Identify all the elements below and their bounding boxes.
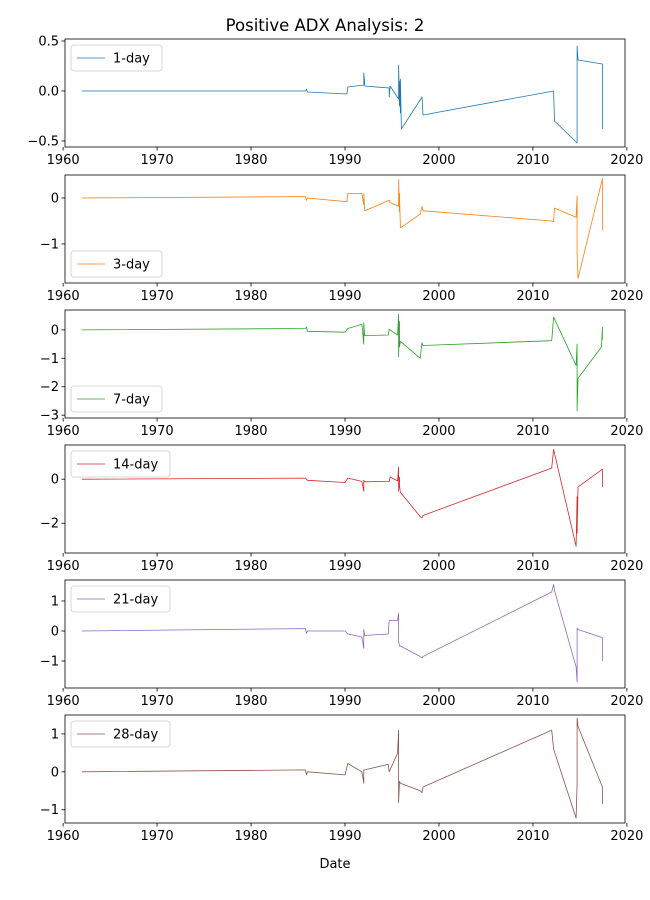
x-tick-label: 1980 <box>234 694 267 709</box>
legend-label: 7-day <box>113 393 150 408</box>
x-axis-label: Date <box>319 857 350 872</box>
y-tick-label: 1 <box>51 727 59 742</box>
legend: 14-day <box>70 450 171 478</box>
x-tick-label: 2010 <box>516 559 549 574</box>
legend: 3-day <box>70 250 163 278</box>
y-tick-label: −2 <box>40 380 59 395</box>
legend: 28-day <box>70 720 171 748</box>
x-tick-label: 2000 <box>422 424 455 439</box>
y-tick-label: −1 <box>40 237 59 252</box>
series-line-7-day <box>81 313 603 412</box>
y-tick-label: −0.5 <box>27 135 59 150</box>
series-line-28-day <box>81 717 603 819</box>
x-tick-label: 1980 <box>234 424 267 439</box>
x-tick-label: 1990 <box>328 694 361 709</box>
x-tick-label: 2010 <box>516 153 549 168</box>
legend-label: 21-day <box>113 593 158 608</box>
legend-label: 14-day <box>113 458 158 473</box>
x-tick-label: 1980 <box>234 289 267 304</box>
series-line-21-day <box>81 584 603 683</box>
x-tick-label: 1980 <box>234 559 267 574</box>
x-tick-label: 1960 <box>47 694 80 709</box>
y-tick-label: −1 <box>40 803 59 818</box>
legend: 7-day <box>70 385 163 413</box>
x-tick-label: 2020 <box>610 289 643 304</box>
x-tick-label: 2020 <box>610 559 643 574</box>
legend: 1-day <box>70 44 163 72</box>
y-tick-label: −3 <box>40 409 59 424</box>
legend-label: 1-day <box>113 52 150 67</box>
y-tick-label: −1 <box>40 655 59 670</box>
legend-box <box>70 585 171 613</box>
y-tick-label: 0 <box>51 473 59 488</box>
series-line-14-day <box>81 448 603 547</box>
x-tick-label: 1990 <box>328 424 361 439</box>
legend-label: 3-day <box>113 258 150 273</box>
x-tick-label: 2000 <box>422 289 455 304</box>
x-tick-label: 1990 <box>328 153 361 168</box>
series-line-1-day <box>81 45 603 144</box>
x-tick-label: 1960 <box>47 289 80 304</box>
x-tick-label: 2020 <box>610 424 643 439</box>
legend-box <box>70 720 171 748</box>
legend-box <box>70 44 163 72</box>
x-tick-label: 1990 <box>328 559 361 574</box>
legend-box <box>70 450 171 478</box>
series-line-3-day <box>81 178 603 279</box>
x-tick-label: 2000 <box>422 153 455 168</box>
x-tick-label: 2000 <box>422 829 455 844</box>
y-tick-label: 0 <box>51 625 59 640</box>
x-tick-label: 1960 <box>47 424 80 439</box>
x-tick-label: 1970 <box>141 289 174 304</box>
x-tick-label: 1960 <box>47 829 80 844</box>
x-tick-label: 2010 <box>516 694 549 709</box>
x-tick-label: 1970 <box>141 559 174 574</box>
y-tick-label: 0.0 <box>38 85 59 100</box>
y-tick-label: 0 <box>51 323 59 338</box>
x-tick-label: 1970 <box>141 424 174 439</box>
x-tick-label: 1990 <box>328 289 361 304</box>
y-tick-label: 0 <box>51 191 59 206</box>
legend-label: 28-day <box>113 728 158 743</box>
y-tick-label: 0 <box>51 765 59 780</box>
subplot-4: 0 −2 1960 1970 1980 1990 2000 2010 2020 14-day <box>40 444 643 574</box>
x-tick-label: 1970 <box>141 829 174 844</box>
x-tick-label: 2000 <box>422 559 455 574</box>
x-tick-label: 1980 <box>234 829 267 844</box>
subplot-2: 0 −1 1960 1970 1980 1990 2000 2010 2020 3-day <box>40 174 643 304</box>
y-tick-label: 1 <box>51 595 59 610</box>
subplot-5: 1 0 −1 1960 1970 1980 1990 2000 2010 2020 21-day <box>40 579 643 709</box>
y-tick-label: −1 <box>40 352 59 367</box>
x-tick-label: 1970 <box>141 694 174 709</box>
legend-box <box>70 385 163 413</box>
x-tick-label: 2010 <box>516 289 549 304</box>
subplot-1: 0.5 0.0 −0.5 1960 1970 1980 1990 2000 2010 2020 1-… <box>27 35 643 169</box>
x-tick-label: 1960 <box>47 153 80 168</box>
x-tick-label: 2000 <box>422 694 455 709</box>
legend: 21-day <box>70 585 171 613</box>
chart-title: Positive ADX Analysis: 2 <box>226 16 425 35</box>
x-tick-label: 1990 <box>328 829 361 844</box>
subplot-6: 1 0 −1 1960 1970 1980 1990 2000 2010 2020 28-day <box>40 714 643 844</box>
legend-box <box>70 250 163 278</box>
x-tick-label: 2020 <box>610 829 643 844</box>
x-tick-label: 2020 <box>610 694 643 709</box>
y-tick-label: 0.5 <box>38 35 59 50</box>
x-tick-label: 2010 <box>516 424 549 439</box>
x-tick-label: 1980 <box>234 153 267 168</box>
subplots: 0.5 0.0 −0.5 1960 1970 1980 1990 2000 2010 2020 1-… <box>27 35 643 845</box>
x-tick-label: 2020 <box>610 153 643 168</box>
x-tick-label: 1960 <box>47 559 80 574</box>
x-tick-label: 2010 <box>516 829 549 844</box>
y-tick-label: −2 <box>40 517 59 532</box>
x-tick-label: 1970 <box>141 153 174 168</box>
